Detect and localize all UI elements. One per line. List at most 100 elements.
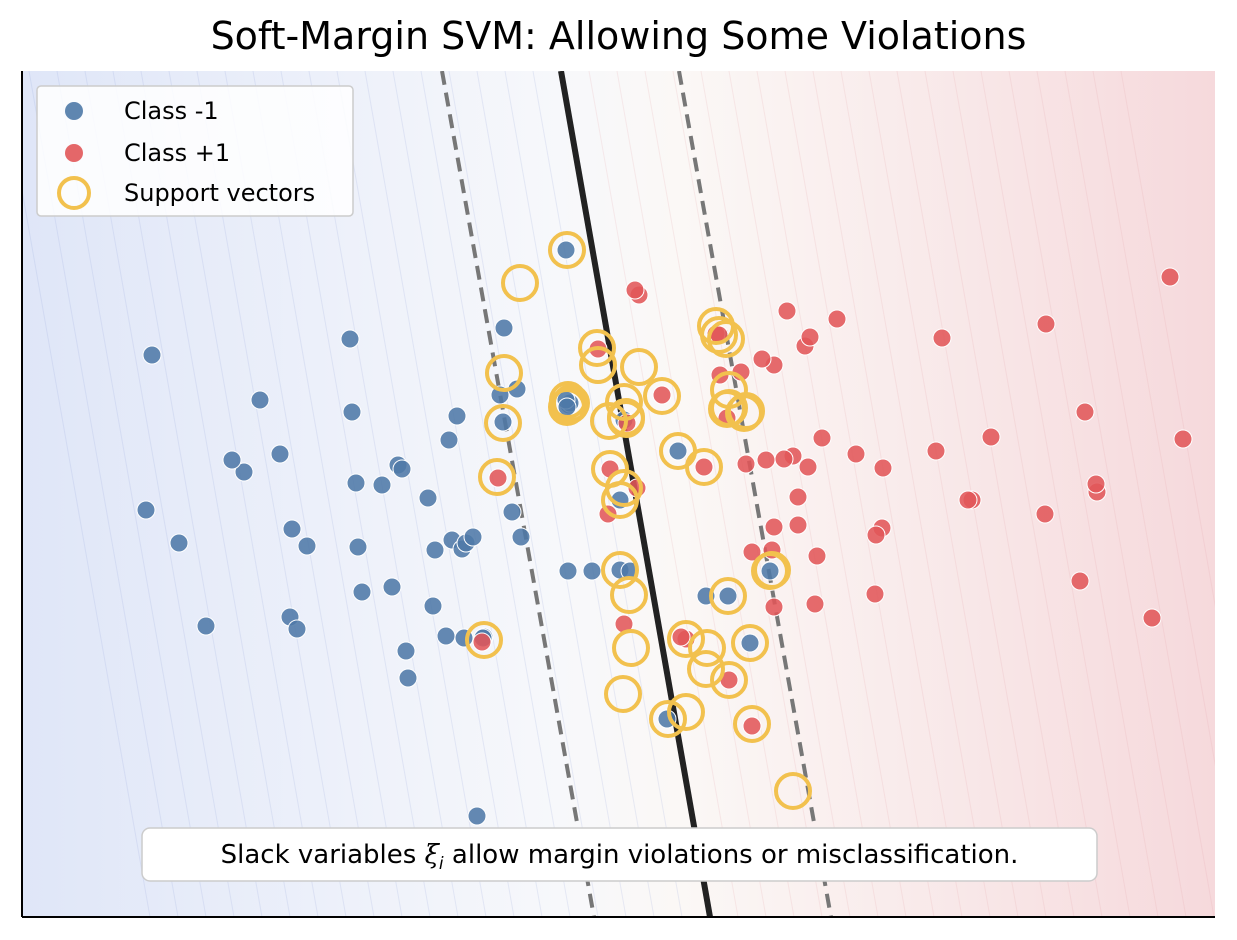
class-pos-point — [865, 584, 885, 604]
class-neg-point — [740, 633, 760, 653]
contour-line — [616, 71, 767, 917]
support-vector-ring — [687, 650, 725, 688]
contour-line — [476, 71, 627, 917]
class-pos-point — [774, 449, 794, 469]
class-pos-point — [742, 716, 762, 736]
class-neg-point — [494, 318, 514, 338]
class-pos-point — [1075, 402, 1095, 422]
contour-line — [952, 71, 1103, 917]
class-pos-point — [1142, 608, 1162, 628]
class-pos-point — [1086, 474, 1106, 494]
support-vector-ring — [612, 629, 650, 667]
class-pos-point — [866, 525, 886, 545]
class-neg-point — [196, 616, 216, 636]
class-pos-point — [812, 428, 832, 448]
class-pos-point — [764, 597, 784, 617]
contour-line — [336, 71, 487, 917]
support-vector-ring — [685, 448, 723, 486]
class-neg-point — [270, 444, 290, 464]
class-pos-point — [694, 457, 714, 477]
class-pos-point — [764, 517, 784, 537]
support-vector-ring — [485, 354, 523, 392]
support-vector-ring — [610, 576, 648, 614]
class-pos-point — [625, 280, 645, 300]
class-pos-point — [1036, 314, 1056, 334]
support-vector-ring — [667, 693, 705, 731]
class-pos-point — [488, 468, 508, 488]
support-vector-ring — [604, 675, 642, 713]
support-vector-ring — [579, 346, 617, 384]
class-neg-point — [511, 527, 531, 547]
class-pos-point — [788, 487, 808, 507]
support-vector-ring — [601, 551, 639, 589]
annotation-prefix: Slack variables — [221, 840, 425, 870]
class-pos-point — [652, 385, 672, 405]
class-pos-point — [926, 441, 946, 461]
class-pos-point — [742, 542, 762, 562]
legend-label-class-neg: Class -1 — [124, 97, 219, 125]
legend-marker-support-vectors — [57, 176, 91, 210]
class-pos-point — [756, 450, 776, 470]
data-points — [136, 231, 1193, 826]
support-vector-ring — [643, 377, 681, 415]
support-vector-ring — [700, 316, 738, 354]
class-pos-point — [932, 328, 952, 348]
support-vector-ring — [578, 329, 616, 367]
support-vector-ring — [501, 264, 539, 302]
contour-line — [1092, 71, 1215, 767]
class-neg-point — [348, 537, 368, 557]
support-vector-ring — [688, 629, 726, 667]
support-vector-ring — [591, 450, 629, 488]
legend-frame — [36, 85, 354, 217]
support-vector-ring — [733, 705, 771, 743]
class-neg-point — [340, 329, 360, 349]
support-vector-ring — [607, 398, 645, 436]
contour-line — [22, 187, 151, 917]
class-neg-point — [467, 806, 487, 826]
class-pos-point — [800, 327, 820, 347]
annotation-subscript: i — [439, 854, 444, 874]
class-neg-point — [282, 519, 302, 539]
class-pos-point — [777, 301, 797, 321]
contour-line — [392, 71, 543, 917]
contour-line — [588, 71, 739, 917]
class-pos-point — [788, 515, 808, 535]
class-neg-point — [423, 596, 443, 616]
support-vector-ring — [667, 620, 705, 658]
class-pos-point — [472, 632, 492, 652]
class-neg-point — [392, 459, 412, 479]
class-neg-point — [342, 402, 362, 422]
class-neg-point — [250, 390, 270, 410]
support-vector-ring — [620, 348, 658, 386]
contour-line — [980, 71, 1131, 917]
class-neg-point — [718, 586, 738, 606]
class-neg-point — [398, 668, 418, 688]
class-neg-point — [396, 641, 416, 661]
class-neg-point — [382, 577, 402, 597]
contour-line — [1008, 71, 1159, 917]
class-neg-point — [418, 488, 438, 508]
contour-line — [756, 71, 907, 917]
support-vector-ring — [753, 551, 791, 589]
support-vector-ring — [552, 384, 590, 422]
margin-line — [677, 71, 833, 917]
support-vector-ring — [710, 389, 748, 427]
contour-line — [784, 71, 935, 917]
support-vector-ring — [709, 577, 747, 615]
class-pos-point — [873, 458, 893, 478]
margin-line — [440, 71, 596, 917]
class-pos-point — [827, 309, 847, 329]
class-pos-point — [1035, 504, 1055, 524]
class-neg-point — [234, 462, 254, 482]
class-pos-point — [736, 454, 756, 474]
chart-title: Soft-Margin SVM: Allowing Some Violation… — [210, 14, 1027, 58]
annotation-box: Slack variables ξi allow margin violatio… — [141, 827, 1098, 882]
class-neg-point — [760, 561, 780, 581]
class-neg-point — [493, 412, 513, 432]
class-neg-point — [352, 582, 372, 602]
class-neg-point — [287, 619, 307, 639]
class-neg-point — [222, 450, 242, 470]
support-vector-ring — [774, 772, 812, 810]
class-pos-point — [1070, 571, 1090, 591]
